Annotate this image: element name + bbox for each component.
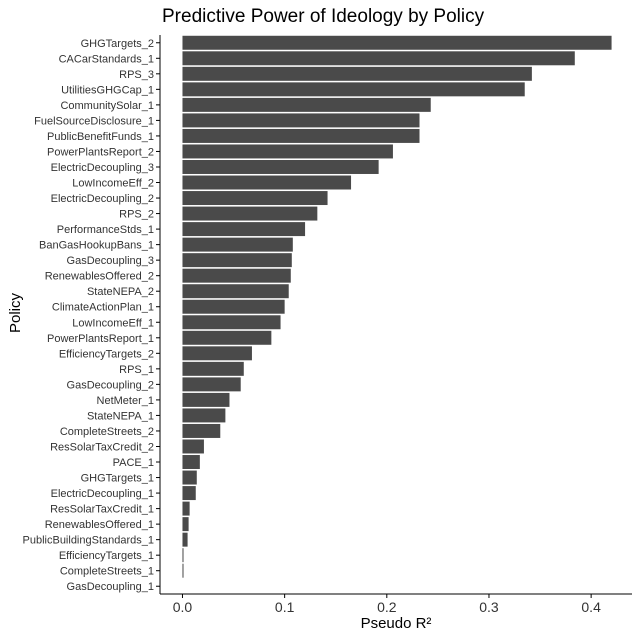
bar-RenewablesOffered_1 [182,517,189,532]
y-tick-label: ClimateActionPlan_1 [52,302,154,314]
bar-ElectricDecoupling_1 [182,486,196,501]
bar-EfficiencyTargets_2 [182,346,252,361]
bar-RPS_3 [182,66,532,81]
y-tick-label: ElectricDecoupling_3 [51,162,154,174]
y-tick-label: PACE_1 [113,457,154,469]
y-tick-label: CompleteStreets_2 [60,426,154,438]
bar-PublicBuildingStandards_1 [182,532,188,547]
bar-CommunitySolar_1 [182,97,431,112]
y-tick-label: ResSolarTaxCredit_1 [50,504,154,516]
y-axis-title: Policy [7,292,24,333]
bar-RenewablesOffered_2 [182,268,291,283]
bar-RPS_1 [182,361,244,376]
bar-PerformanceStds_1 [182,222,306,237]
bars-group [182,35,612,578]
y-tick-label: CommunitySolar_1 [60,100,154,112]
y-tick-label: EfficiencyTargets_1 [59,550,154,562]
y-tick-label: GasDecoupling_2 [67,379,154,391]
x-tick-label: 0.0 [173,599,193,615]
bar-PublicBenefitFunds_1 [182,128,420,143]
x-axis-title: Pseudo R² [361,615,432,632]
x-tick-label: 0.1 [275,599,295,615]
bar-ElectricDecoupling_2 [182,191,328,206]
x-tick-label: 0.4 [581,599,601,615]
y-tick-label: PowerPlantsReport_2 [47,146,154,158]
bar-UtilitiesGHGCap_1 [182,82,525,97]
y-tick-label: StateNEPA_1 [87,410,154,422]
y-tick-label: PublicBenefitFunds_1 [47,131,154,143]
bar-ResSolarTaxCredit_2 [182,439,204,454]
bar-GHGTargets_2 [182,35,612,50]
y-tick-label: RPS_2 [119,209,154,221]
bar-PowerPlantsReport_1 [182,330,272,345]
y-tick-label: GasDecoupling_3 [67,255,154,267]
bar-ElectricDecoupling_3 [182,159,379,174]
y-tick-label: ResSolarTaxCredit_2 [50,441,154,453]
bar-ClimateActionPlan_1 [182,299,285,314]
x-tick-label: 0.3 [479,599,499,615]
bar-RPS_2 [182,206,318,221]
bar-GasDecoupling_2 [182,377,241,392]
y-tick-label: StateNEPA_2 [87,286,154,298]
y-tick-label: RenewablesOffered_2 [45,271,154,283]
y-tick-label: BanGasHookupBans_1 [39,240,154,252]
bar-EfficiencyTargets_1 [182,548,184,563]
bar-StateNEPA_1 [182,408,226,423]
x-axis-ticks: 0.0 0.1 0.2 0.3 0.4 [173,594,601,615]
x-tick-label: 0.2 [377,599,397,615]
bar-CACarStandards_1 [182,51,575,66]
y-tick-label: CACarStandards_1 [59,53,154,65]
bar-StateNEPA_2 [182,284,289,299]
bar-LowIncomeEff_2 [182,175,352,190]
y-tick-label: NetMeter_1 [97,395,154,407]
y-tick-label: PowerPlantsReport_1 [47,333,154,345]
y-tick-label: GHGTargets_2 [81,38,154,50]
y-tick-label: EfficiencyTargets_2 [59,348,154,360]
y-tick-label: PerformanceStds_1 [57,224,154,236]
bar-GasDecoupling_3 [182,253,292,268]
bar-ResSolarTaxCredit_1 [182,501,190,516]
bar-NetMeter_1 [182,392,230,407]
y-axis-ticks: GHGTargets_2 CACarStandards_1 RPS_3 Utiliti… [23,38,160,593]
bar-CompleteStreets_2 [182,423,221,438]
y-tick-label: LowIncomeEff_1 [72,317,154,329]
y-tick-label: ElectricDecoupling_1 [51,488,154,500]
bar-FuelSourceDisclosure_1 [182,113,420,128]
bar-GHGTargets_1 [182,470,197,485]
bar-PowerPlantsReport_2 [182,144,393,159]
y-tick-label: GHGTargets_1 [81,473,154,485]
y-tick-label: CompleteStreets_1 [60,566,154,578]
y-tick-label: PublicBuildingStandards_1 [23,535,154,547]
y-tick-label: RenewablesOffered_1 [45,519,154,531]
y-tick-label: RPS_3 [119,69,154,81]
y-tick-label: RPS_1 [119,364,154,376]
y-tick-label: UtilitiesGHGCap_1 [61,84,154,96]
y-tick-label: ElectricDecoupling_2 [51,193,154,205]
chart-title: Predictive Power of Ideology by Policy [162,6,485,27]
bar-LowIncomeEff_1 [182,315,281,330]
bar-CompleteStreets_1 [182,563,184,578]
y-tick-label: LowIncomeEff_2 [72,178,154,190]
y-tick-label: FuelSourceDisclosure_1 [34,115,154,127]
bar-PACE_1 [182,455,200,470]
bar-BanGasHookupBans_1 [182,237,293,252]
y-tick-label: GasDecoupling_1 [67,581,154,593]
